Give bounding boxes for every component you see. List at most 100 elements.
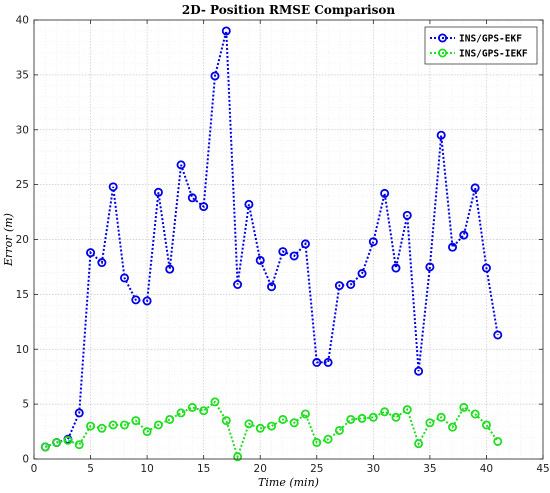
- data-point-iekf: [199, 406, 209, 416]
- data-point-iekf: [470, 409, 480, 419]
- data-point-iekf: [40, 442, 50, 452]
- data-point-ekf: [448, 242, 458, 252]
- data-point-ekf: [74, 408, 84, 418]
- x-tick-label: 20: [254, 463, 267, 475]
- data-point-iekf: [436, 412, 446, 422]
- data-point-ekf: [459, 230, 469, 240]
- data-point-iekf: [86, 421, 96, 431]
- data-point-ekf: [176, 160, 186, 170]
- x-tick-label: 45: [536, 463, 549, 475]
- data-point-iekf: [357, 413, 367, 423]
- x-tick-label: 40: [480, 463, 493, 475]
- data-point-ekf: [300, 239, 310, 249]
- data-point-ekf: [414, 366, 424, 376]
- data-point-iekf: [300, 409, 310, 419]
- data-point-ekf: [493, 330, 503, 340]
- y-tick-label: 35: [16, 69, 29, 81]
- legend-marker-ekf: [437, 33, 447, 43]
- legend-box: [424, 26, 538, 65]
- legend-label-iekf: INS/GPS-IEKF: [459, 49, 528, 60]
- data-point-iekf: [346, 414, 356, 424]
- y-tick-label: 0: [22, 454, 29, 466]
- data-point-ekf: [470, 183, 480, 193]
- data-point-ekf: [425, 262, 435, 272]
- data-point-iekf: [414, 439, 424, 449]
- data-point-iekf: [233, 452, 243, 462]
- y-tick-label: 10: [16, 344, 29, 356]
- data-point-ekf: [119, 273, 129, 283]
- data-point-iekf: [108, 420, 118, 430]
- data-point-ekf: [346, 279, 356, 289]
- data-point-ekf: [267, 282, 277, 292]
- series-iekf: [40, 397, 503, 462]
- x-tick-label: 5: [87, 463, 94, 475]
- y-tick-label: 5: [22, 399, 29, 411]
- data-point-iekf: [323, 434, 333, 444]
- y-tick-label: 20: [16, 234, 29, 246]
- data-point-ekf: [199, 202, 209, 212]
- data-point-ekf: [153, 187, 163, 197]
- data-point-iekf: [165, 414, 175, 424]
- data-point-iekf: [131, 416, 141, 426]
- data-point-ekf: [357, 269, 367, 279]
- data-point-iekf: [391, 412, 401, 422]
- data-point-iekf: [52, 438, 62, 448]
- data-point-iekf: [176, 408, 186, 418]
- x-tick-label: 30: [367, 463, 380, 475]
- data-point-iekf: [267, 421, 277, 431]
- x-axis-label: Time (min): [258, 476, 319, 489]
- y-axis-label: Error (m): [2, 213, 15, 267]
- data-point-iekf: [334, 425, 344, 435]
- data-point-iekf: [142, 427, 152, 437]
- data-point-iekf: [425, 418, 435, 428]
- data-point-ekf: [312, 357, 322, 367]
- data-point-iekf: [74, 440, 84, 450]
- data-point-iekf: [221, 416, 231, 426]
- ticks: [33, 19, 544, 460]
- data-point-ekf: [391, 263, 401, 273]
- x-tick-label: 35: [423, 463, 436, 475]
- data-point-ekf: [244, 199, 254, 209]
- data-point-iekf: [210, 397, 220, 407]
- data-point-ekf: [187, 193, 197, 203]
- data-point-iekf: [380, 407, 390, 417]
- data-point-iekf: [153, 420, 163, 430]
- data-point-iekf: [255, 423, 265, 433]
- grid: [34, 20, 543, 459]
- data-point-ekf: [233, 279, 243, 289]
- y-tick-label: 15: [16, 289, 29, 301]
- data-point-ekf: [436, 130, 446, 140]
- data-point-ekf: [165, 264, 175, 274]
- data-point-iekf: [244, 419, 254, 429]
- data-point-iekf: [448, 422, 458, 432]
- data-point-iekf: [312, 438, 322, 448]
- data-point-iekf: [493, 436, 503, 446]
- data-point-ekf: [108, 182, 118, 192]
- data-point-iekf: [278, 414, 288, 424]
- x-tick-label: 25: [310, 463, 323, 475]
- data-point-iekf: [119, 420, 129, 430]
- legend-label-ekf: INS/GPS-EKF: [459, 34, 522, 45]
- x-tick-label: 10: [140, 463, 153, 475]
- chart-title: 2D- Position RMSE Comparison: [182, 3, 395, 17]
- legend-item-ekf: INS/GPS-EKF: [430, 34, 522, 45]
- data-point-ekf: [334, 281, 344, 291]
- data-point-iekf: [97, 423, 107, 433]
- data-point-ekf: [380, 188, 390, 198]
- data-point-ekf: [368, 237, 378, 247]
- data-point-iekf: [187, 402, 197, 412]
- y-tick-label: 40: [16, 15, 29, 27]
- x-tick-label: 0: [31, 463, 38, 475]
- legend-item-iekf: INS/GPS-IEKF: [430, 49, 528, 60]
- data-point-ekf: [97, 258, 107, 268]
- y-tick-label: 30: [16, 124, 29, 136]
- y-tick-label: 25: [16, 179, 29, 191]
- tick-labels: 0 5 10 15 20 25 30 35 40 45 0 5 10 15 20 25 30 35 40: [16, 15, 550, 476]
- data-point-ekf: [323, 357, 333, 367]
- legend: INS/GPS-EKF INS/GPS-IEKF: [424, 26, 538, 65]
- data-point-iekf: [459, 402, 469, 412]
- data-point-ekf: [255, 255, 265, 265]
- series-line-ekf: [44, 30, 499, 448]
- data-point-iekf: [368, 412, 378, 422]
